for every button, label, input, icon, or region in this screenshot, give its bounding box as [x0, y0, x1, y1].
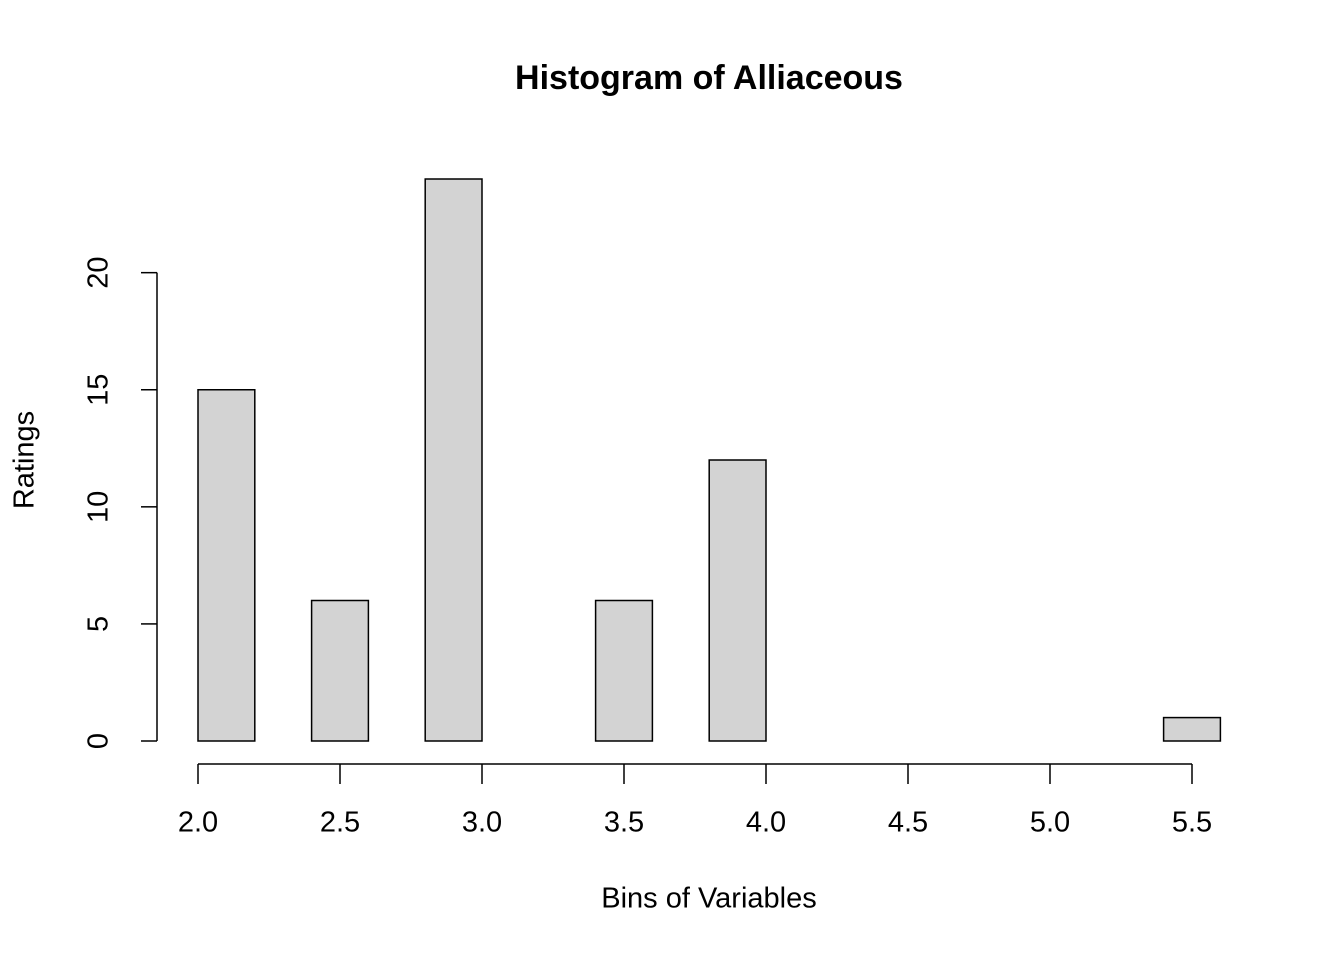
- x-tick-label: 4.0: [746, 807, 786, 839]
- y-tick-label: 20: [83, 257, 115, 289]
- y-tick-label: 10: [83, 491, 115, 523]
- x-tick-label: 3.5: [604, 807, 644, 839]
- x-tick-label: 2.0: [178, 807, 218, 839]
- bar: [197, 389, 256, 742]
- chart-title: Histogram of Alliaceous: [515, 59, 903, 97]
- x-axis-title: Bins of Variables: [601, 883, 816, 915]
- bar: [1162, 716, 1222, 742]
- y-axis-title: Ratings: [9, 411, 41, 509]
- x-tick-label: 3.0: [462, 807, 502, 839]
- x-tick-label: 4.5: [888, 807, 928, 839]
- bar: [424, 178, 483, 742]
- x-tick-label: 2.5: [320, 807, 360, 839]
- bar: [708, 459, 767, 742]
- y-tick-label: 0: [83, 733, 115, 749]
- x-tick-label: 5.0: [1030, 807, 1070, 839]
- bar: [310, 599, 370, 742]
- y-tick-label: 15: [83, 374, 115, 406]
- y-tick-label: 5: [83, 616, 115, 632]
- bar: [594, 599, 654, 742]
- x-tick-label: 5.5: [1172, 807, 1212, 839]
